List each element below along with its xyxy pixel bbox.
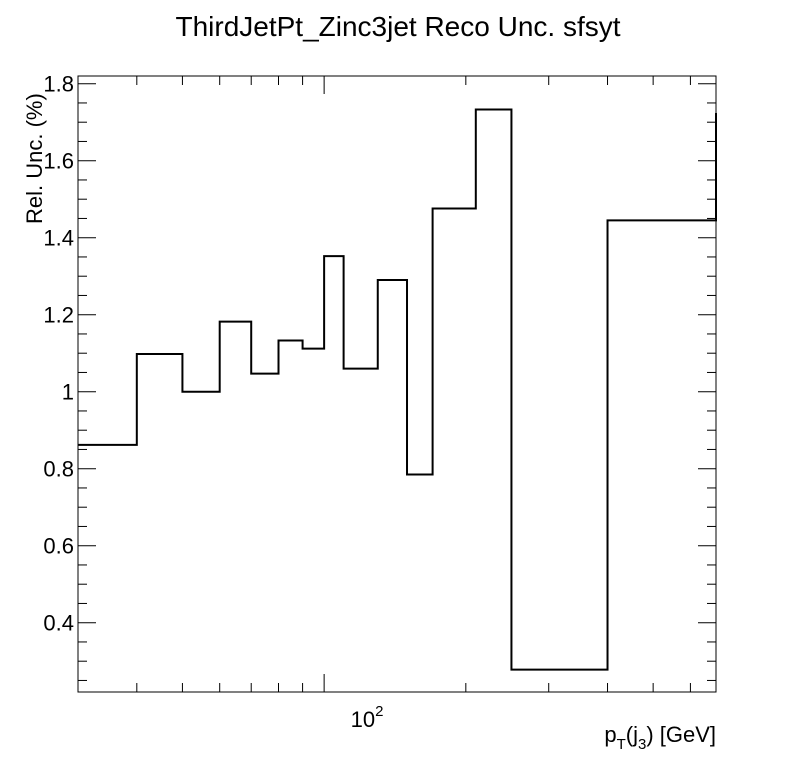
x-axis-label: pT(j3) [GeV]: [604, 722, 716, 753]
x-tick-base: 10: [351, 707, 375, 732]
y-tick-label: 0.4: [43, 611, 74, 636]
x-tick-label-100: 102: [351, 703, 384, 732]
y-axis-label: Rel. Unc. (%): [22, 93, 47, 224]
y-tick-label: 1.4: [43, 226, 74, 251]
y-axis-ticks: [78, 83, 716, 681]
plot-frame: [77, 75, 717, 693]
x-axis-ticks: [77, 76, 691, 692]
y-tick-label: 1.8: [43, 72, 74, 97]
x-tick-exponent: 2: [375, 703, 383, 720]
y-tick-label: 0.8: [43, 457, 74, 482]
histogram-line: [78, 108, 717, 671]
y-tick-label: 1: [62, 380, 74, 405]
y-tick-label: 1.2: [43, 303, 74, 328]
y-axis-tick-labels: 0.4 0.6 0.8 1 1.2 1.4 1.6 1.8: [43, 72, 74, 636]
y-tick-label: 1.6: [43, 149, 74, 174]
y-tick-label: 0.6: [43, 534, 74, 559]
chart-title: ThirdJetPt_Zinc3jet Reco Unc. sfsyt: [175, 11, 620, 42]
